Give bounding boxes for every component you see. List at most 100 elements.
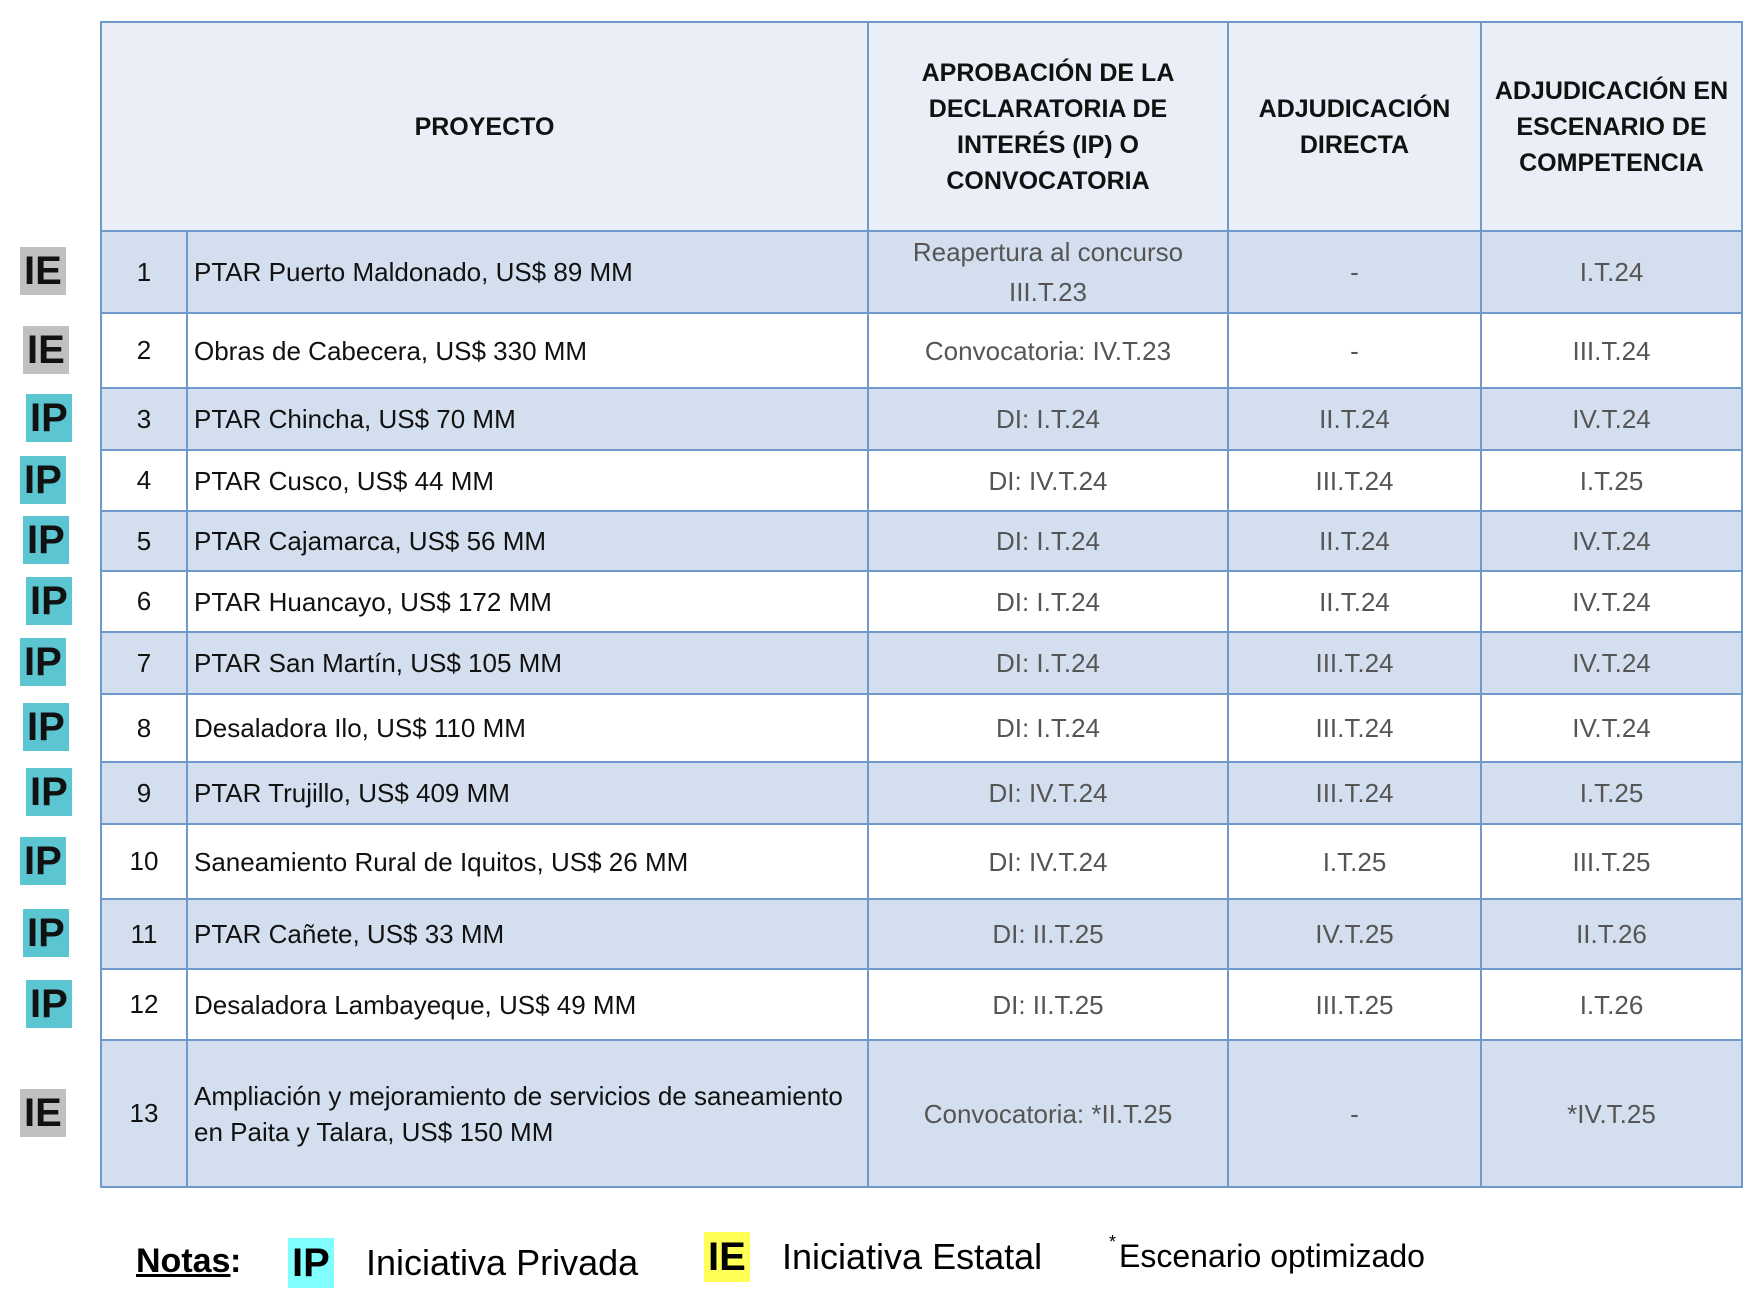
cell-project: PTAR Cajamarca, US$ 56 MM	[186, 510, 869, 572]
cell-competition: IV.T.24	[1480, 570, 1743, 633]
cell-competition: IV.T.24	[1480, 510, 1743, 572]
table-row: 1 PTAR Puerto Maldonado, US$ 89 MM Reapert…	[100, 230, 1743, 314]
cell-competition: *IV.T.25	[1480, 1039, 1743, 1188]
header-competition: ADJUDICACIÓN EN ESCENARIO DE COMPETENCIA	[1480, 21, 1743, 232]
initiative-type-badge: IE	[20, 1088, 66, 1137]
cell-approval: Convocatoria: IV.T.23	[867, 312, 1229, 389]
cell-direct: I.T.25	[1227, 823, 1482, 900]
cell-num: 10	[100, 823, 188, 900]
cell-project: PTAR Cañete, US$ 33 MM	[186, 898, 869, 970]
cell-direct: III.T.25	[1227, 968, 1482, 1041]
notes-label-text: Notas	[136, 1242, 231, 1280]
header-approval: APROBACIÓN DE LA DECLARATORIA DE INTERÉS…	[867, 21, 1229, 232]
cell-competition: I.T.25	[1480, 449, 1743, 512]
cell-direct: III.T.24	[1227, 449, 1482, 512]
cell-approval: DI: I.T.24	[867, 570, 1229, 633]
cell-approval: Convocatoria: *II.T.25	[867, 1039, 1229, 1188]
initiative-type-badge: IP	[23, 909, 69, 957]
initiative-type-badge: IP	[26, 394, 72, 442]
cell-direct: IV.T.25	[1227, 898, 1482, 970]
cell-project: Ampliación y mejoramiento de servicios d…	[186, 1039, 869, 1188]
optimized-note: Escenario optimizado	[1119, 1238, 1425, 1274]
cell-competition: I.T.25	[1480, 761, 1743, 825]
initiative-type-badge: IE	[20, 247, 66, 295]
cell-project: PTAR Trujillo, US$ 409 MM	[186, 761, 869, 825]
cell-num: 5	[100, 510, 188, 572]
table-row: 11 PTAR Cañete, US$ 33 MM DI: II.T.25 IV.T.…	[100, 898, 1743, 970]
cell-direct: -	[1227, 312, 1482, 389]
cell-project: PTAR Puerto Maldonado, US$ 89 MM	[186, 230, 869, 314]
table-row: 12 Desaladora Lambayeque, US$ 49 MM DI: II…	[100, 968, 1743, 1041]
cell-direct: III.T.24	[1227, 693, 1482, 763]
cell-direct: -	[1227, 230, 1482, 314]
initiative-type-badge: IE	[23, 325, 69, 374]
cell-project: Saneamiento Rural de Iquitos, US$ 26 MM	[186, 823, 869, 900]
cell-direct: III.T.24	[1227, 631, 1482, 695]
initiative-type-badge: IP	[26, 576, 72, 625]
notes-colon: :	[230, 1242, 242, 1280]
notes-label: Notas	[136, 1242, 230, 1281]
cell-direct: -	[1227, 1039, 1482, 1188]
header-project: PROYECTO	[100, 21, 869, 232]
initiative-type-badge: IP	[26, 979, 72, 1028]
cell-project: PTAR Huancayo, US$ 172 MM	[186, 570, 869, 633]
cell-num: 12	[100, 968, 188, 1041]
table-row: 10 Saneamiento Rural de Iquitos, US$ 26 M…	[100, 823, 1743, 900]
cell-approval: DI: I.T.24	[867, 387, 1229, 451]
cell-approval: DI: II.T.25	[867, 898, 1229, 970]
cell-project: PTAR Cusco, US$ 44 MM	[186, 449, 869, 512]
cell-competition: II.T.26	[1480, 898, 1743, 970]
cell-competition: IV.T.24	[1480, 387, 1743, 451]
cell-approval: Reapertura al concurso III.T.23	[867, 230, 1229, 314]
notes-legend: Notas : IP Iniciativa Privada IE Iniciat…	[136, 1232, 1636, 1292]
initiative-type-badge: IP	[23, 703, 69, 751]
initiative-type-badge: IP	[26, 768, 72, 816]
cell-num: 9	[100, 761, 188, 825]
cell-competition: IV.T.24	[1480, 693, 1743, 763]
cell-competition: III.T.24	[1480, 312, 1743, 389]
cell-direct: II.T.24	[1227, 570, 1482, 633]
cell-num: 8	[100, 693, 188, 763]
cell-num: 7	[100, 631, 188, 695]
table-row: 6 PTAR Huancayo, US$ 172 MM DI: I.T.24 II.T…	[100, 570, 1743, 633]
table-row: 4 PTAR Cusco, US$ 44 MM DI: IV.T.24 III.T.2…	[100, 449, 1743, 512]
table-row: 2 Obras de Cabecera, US$ 330 MM Convocator…	[100, 312, 1743, 389]
cell-project: PTAR Chincha, US$ 70 MM	[186, 387, 869, 451]
legend-ip-badge: IP	[288, 1238, 334, 1288]
cell-competition: III.T.25	[1480, 823, 1743, 900]
legend-ip-label: Iniciativa Privada	[366, 1242, 639, 1283]
cell-direct: II.T.24	[1227, 510, 1482, 572]
table-row: 3 PTAR Chincha, US$ 70 MM DI: I.T.24 II.T.2…	[100, 387, 1743, 451]
initiative-type-badge: IP	[23, 516, 69, 564]
asterisk-mark: *	[1109, 1232, 1117, 1252]
cell-direct: III.T.24	[1227, 761, 1482, 825]
cell-project: PTAR San Martín, US$ 105 MM	[186, 631, 869, 695]
initiative-type-badge: IP	[20, 455, 66, 504]
table-row: 8 Desaladora Ilo, US$ 110 MM DI: I.T.24 III…	[100, 693, 1743, 763]
cell-competition: IV.T.24	[1480, 631, 1743, 695]
cell-num: 3	[100, 387, 188, 451]
cell-num: 11	[100, 898, 188, 970]
table-row: 13 Ampliación y mejoramiento de servicios…	[100, 1039, 1743, 1188]
cell-approval: DI: I.T.24	[867, 510, 1229, 572]
cell-approval: DI: II.T.25	[867, 968, 1229, 1041]
initiative-type-badge: IP	[20, 836, 66, 885]
cell-num: 2	[100, 312, 188, 389]
cell-approval: DI: I.T.24	[867, 693, 1229, 763]
header-direct: ADJUDICACIÓN DIRECTA	[1227, 21, 1482, 232]
cell-competition: I.T.26	[1480, 968, 1743, 1041]
cell-competition: I.T.24	[1480, 230, 1743, 314]
projects-table: PROYECTO APROBACIÓN DE LA DECLARATORIA D…	[100, 21, 1743, 1188]
initiative-type-badge: IP	[20, 638, 66, 686]
legend-ie-badge: IE	[704, 1232, 750, 1282]
cell-num: 13	[100, 1039, 188, 1188]
cell-num: 6	[100, 570, 188, 633]
cell-project: Desaladora Lambayeque, US$ 49 MM	[186, 968, 869, 1041]
legend-ie-label: Iniciativa Estatal	[782, 1236, 1043, 1277]
table-row: 7 PTAR San Martín, US$ 105 MM DI: I.T.24 II…	[100, 631, 1743, 695]
cell-num: 1	[100, 230, 188, 314]
cell-approval: DI: IV.T.24	[867, 823, 1229, 900]
table-row: 9 PTAR Trujillo, US$ 409 MM DI: IV.T.24 III…	[100, 761, 1743, 825]
table-row: 5 PTAR Cajamarca, US$ 56 MM DI: I.T.24 II.T…	[100, 510, 1743, 572]
cell-direct: II.T.24	[1227, 387, 1482, 451]
